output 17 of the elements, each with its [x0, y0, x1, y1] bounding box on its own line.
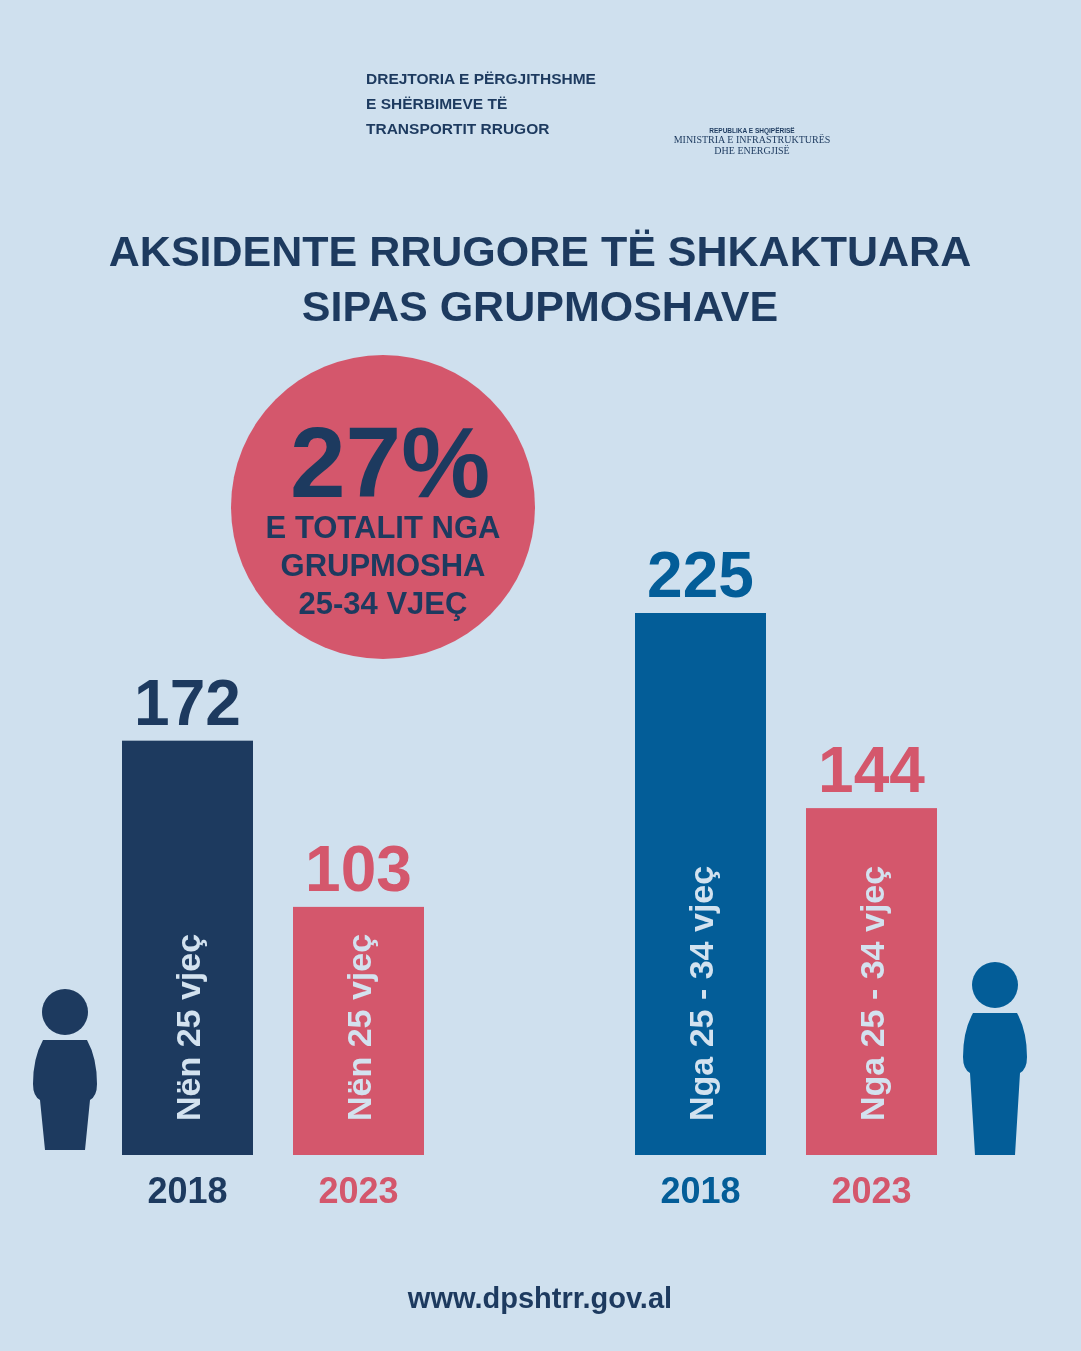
data-label: 144 [818, 734, 926, 807]
bar [635, 613, 766, 1155]
text: www.dpshtrr.gov.al [406, 1282, 673, 1314]
annotation: E TOTALIT NGA GRUPMOSHA 25-34 VJEÇ [265, 510, 501, 621]
text: 2018 [660, 1170, 741, 1211]
data-label: 225 [647, 539, 754, 611]
chart-title: AKSIDENTE RRUGORE TË SHKAKTUARA SIPAS GRUPMOSHAVE [108, 227, 972, 330]
data-label: 103 [305, 832, 412, 905]
bar [122, 740, 253, 1155]
text: DREJTORIA E PËRGJITHSHME E SHËRBIMEVE TË TRANSPORTIT RRUGOR [366, 70, 596, 137]
bar [293, 906, 424, 1155]
data-label: 172 [134, 666, 241, 739]
bar [806, 808, 937, 1155]
text: 2023 [831, 1170, 912, 1211]
series-label: 2023 [318, 1170, 399, 1211]
series-label: 2018 [147, 1170, 228, 1211]
text: MINISTRIA E INFRASTRUKTURËS DHE ENERGJISË [673, 134, 831, 156]
